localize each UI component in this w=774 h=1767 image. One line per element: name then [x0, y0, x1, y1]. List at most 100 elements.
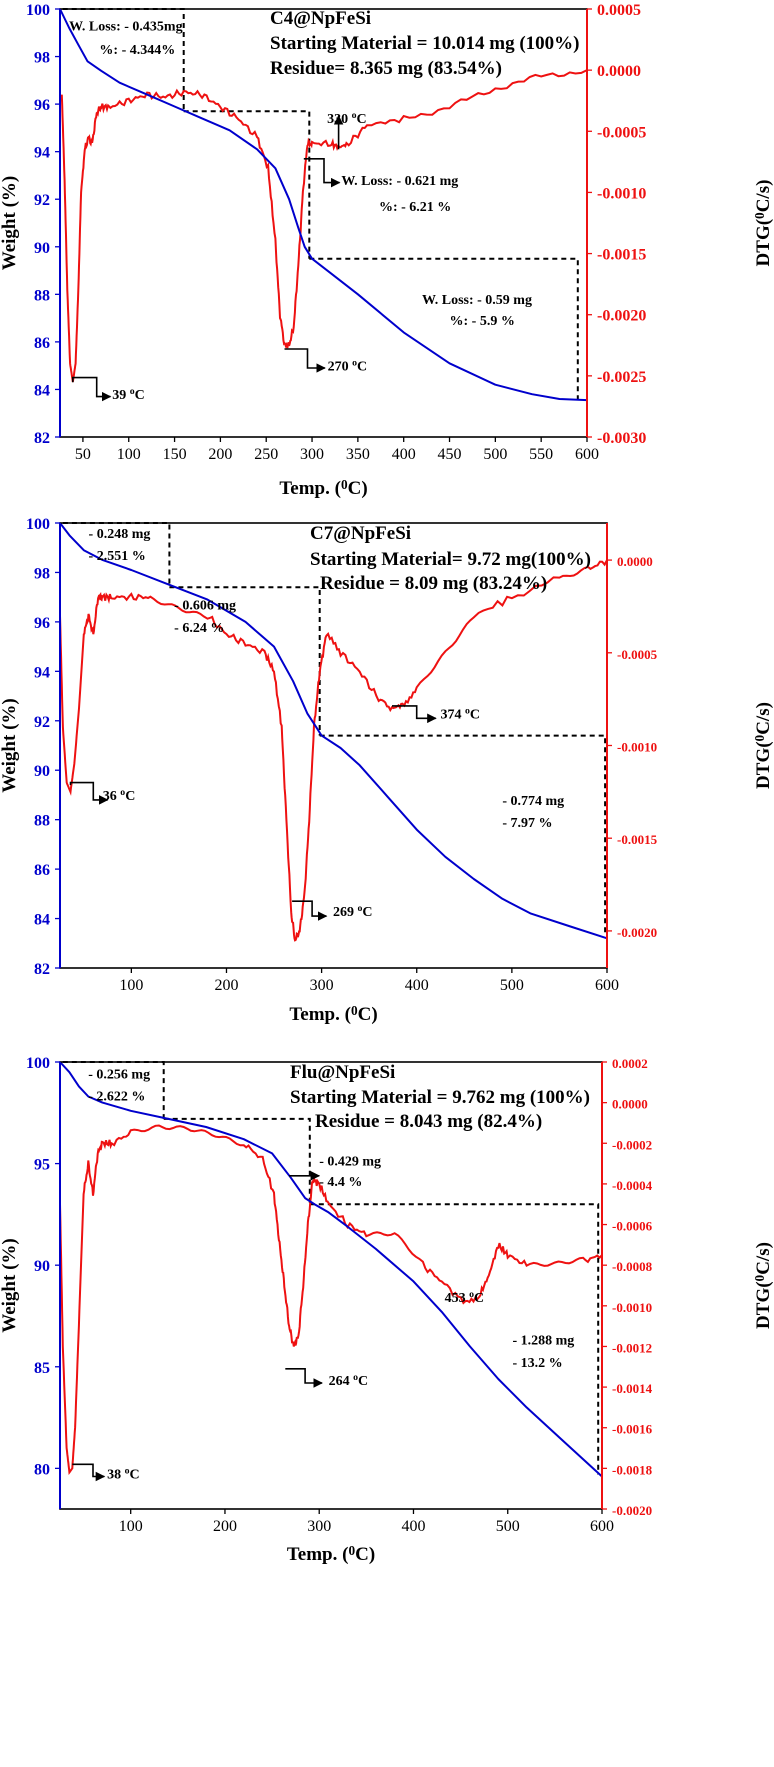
y2-tick-label: -0.0004 [612, 1178, 653, 1193]
y2-tick-label: 0.0000 [617, 554, 653, 569]
x-tick-label: 450 [438, 446, 462, 463]
weight-series-line [59, 1061, 603, 1478]
y2-tick-label: -0.0018 [612, 1462, 653, 1477]
y2-tick-label: 0.0000 [612, 1097, 648, 1112]
annotation-label: 39 oC [112, 386, 145, 403]
y-tick-label: 100 [26, 2, 50, 19]
annotation-label: - 2.622 % [88, 1090, 145, 1105]
annotation-label: %: - 4.344% [99, 43, 175, 58]
residue-label: Residue= 8.365 mg (83.54%) [270, 58, 502, 79]
y-axis-label: Weight (%) [0, 176, 20, 270]
y2-tick-label: -0.0012 [612, 1340, 652, 1355]
starting-material-label: Starting Material = 10.014 mg (100%) [270, 33, 580, 54]
peak-arrow-0 [72, 1463, 106, 1482]
y2-tick-label: -0.0020 [597, 308, 646, 325]
y-axis-label: Weight (%) [0, 1238, 20, 1332]
weight-series-line [59, 8, 588, 402]
y2-tick-label: -0.0005 [597, 124, 646, 141]
y-axis-label: Weight (%) [0, 698, 20, 792]
x-tick-label: 200 [213, 1518, 237, 1535]
annotation-label: - 0.774 mg [502, 794, 564, 809]
chart-title: C4@NpFeSi [270, 8, 371, 29]
y2-tick-label: -0.0010 [597, 185, 646, 202]
annotation-label: - 1.288 mg [512, 1333, 574, 1348]
x-tick-label: 300 [300, 446, 324, 463]
peak-arrow-1 [292, 900, 328, 921]
x-tick-label: 50 [75, 446, 91, 463]
x-tick-label: 150 [163, 446, 187, 463]
y2-tick-label: -0.0030 [597, 430, 646, 447]
y-tick-label: 92 [34, 192, 50, 209]
y2-tick-label: 0.0005 [597, 2, 641, 19]
annotation-label: 270 oC [328, 357, 368, 374]
y2-tick-label: -0.0020 [612, 1503, 652, 1518]
x-tick-label: 400 [401, 1518, 425, 1535]
y2-tick-label: -0.0006 [612, 1219, 653, 1234]
x-tick-label: 600 [575, 446, 599, 463]
y-tick-label: 85 [34, 1360, 50, 1377]
y-tick-label: 98 [34, 50, 50, 67]
y2-tick-label: -0.0020 [617, 925, 657, 940]
y-tick-label: 88 [34, 287, 50, 304]
peak-arrow-0 [69, 781, 109, 805]
peak-arrow-3 [303, 158, 341, 188]
annotation-label: - 0.248 mg [89, 527, 151, 542]
x-axis-label: Temp. (0C) [289, 1003, 377, 1025]
y-tick-label: 90 [34, 240, 50, 257]
x-tick-label: 350 [346, 446, 370, 463]
annotation-label: - 13.2 % [512, 1356, 562, 1371]
y2-axis-label: DTG(0C/s) [752, 180, 774, 267]
mass-loss-guide-2 [319, 734, 607, 936]
peak-arrow-2 [392, 705, 437, 724]
residue-label: Residue = 8.043 mg (82.4%) [315, 1111, 542, 1132]
annotation-label: %: - 5.9 % [450, 314, 515, 329]
x-tick-label: 550 [529, 446, 553, 463]
residue-label: Residue = 8.09 mg (83.24%) [320, 573, 547, 594]
x-tick-label: 100 [119, 1518, 143, 1535]
x-tick-label: 500 [496, 1518, 520, 1535]
x-tick-label: 600 [595, 977, 619, 994]
y-tick-label: 82 [34, 961, 50, 978]
y2-tick-label: -0.0008 [612, 1259, 653, 1274]
annotation-label: 453 oC [445, 1289, 485, 1306]
annotation-label: - 6.24 % [174, 621, 224, 636]
y-tick-label: 98 [34, 565, 50, 582]
annotation-label: 269 oC [333, 903, 373, 920]
x-tick-label: 300 [307, 1518, 331, 1535]
annotation-label: %: - 6.21 % [379, 200, 451, 215]
y2-tick-label: -0.0010 [612, 1300, 652, 1315]
x-axis-label: Temp. (0C) [279, 477, 367, 499]
x-tick-label: 500 [500, 977, 524, 994]
dtg-series-line [59, 559, 608, 942]
y2-axis-label: DTG(0C/s) [752, 702, 774, 789]
y2-tick-label: -0.0005 [617, 647, 658, 662]
x-tick-label: 250 [254, 446, 278, 463]
x-tick-label: 300 [310, 977, 334, 994]
y-tick-label: 82 [34, 430, 50, 447]
y2-tick-label: -0.0002 [612, 1137, 652, 1152]
mass-loss-guide-2 [309, 1203, 600, 1475]
annotation-label: - 4.4 % [319, 1175, 362, 1190]
y-tick-label: 88 [34, 813, 50, 830]
annotation-label: 374 oC [441, 705, 481, 722]
peak-arrow-0 [72, 376, 112, 402]
x-tick-label: 100 [117, 446, 141, 463]
y-tick-label: 84 [34, 912, 50, 929]
dtg-series-line [59, 1124, 603, 1475]
y2-tick-label: -0.0016 [612, 1422, 653, 1437]
y-tick-label: 86 [34, 335, 50, 352]
y-tick-label: 100 [26, 1055, 50, 1072]
x-axis-label: Temp. (0C) [287, 1543, 375, 1565]
annotation-label: W. Loss: - 0.435mg [69, 19, 182, 34]
y-tick-label: 94 [34, 145, 50, 162]
x-tick-label: 500 [483, 446, 507, 463]
mass-loss-guide-2 [309, 257, 579, 399]
x-tick-label: 200 [208, 446, 232, 463]
y-tick-label: 80 [34, 1461, 50, 1478]
weight-series-line [59, 522, 608, 940]
y-tick-label: 90 [34, 763, 50, 780]
x-tick-label: 100 [119, 977, 143, 994]
y-tick-label: 84 [34, 382, 50, 399]
annotation-label: - 7.97 % [502, 816, 552, 831]
